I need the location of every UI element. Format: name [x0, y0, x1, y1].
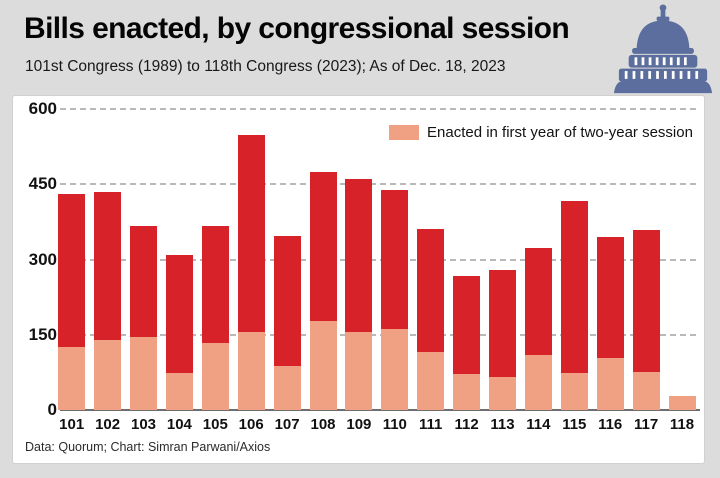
x-tick-label-108: 108: [310, 416, 336, 433]
x-tick-label-109: 109: [346, 416, 372, 433]
y-tick-label-0: 0: [47, 400, 57, 419]
bar-second-year-segment-107: [273, 235, 301, 367]
y-tick-label-450: 450: [28, 174, 57, 194]
x-tick-label-111: 111: [419, 416, 443, 433]
bar-second-year-segment-115: [560, 201, 588, 373]
x-tick-label-117: 117: [633, 416, 659, 433]
bar-second-year-segment-105: [201, 226, 229, 343]
x-tick-label-116: 116: [598, 416, 623, 433]
gridline-450: [60, 183, 700, 186]
source-credit: Data: Quorum; Chart: Simran Parwani/Axio…: [25, 440, 271, 454]
bar-plot-area: [13, 96, 704, 410]
bar-congress-114: [524, 247, 552, 410]
y-tick-label-150: 150: [28, 324, 57, 344]
x-tick-label-106: 106: [238, 416, 264, 433]
x-tick-label-101: 101: [59, 416, 85, 433]
x-tick-label-118: 118: [669, 416, 695, 433]
gridline-600: [60, 108, 700, 110]
bar-congress-112: [453, 275, 481, 410]
x-tick-label-107: 107: [274, 416, 300, 433]
bar-second-year-segment-110: [381, 190, 409, 329]
bar-second-year-segment-116: [596, 237, 624, 358]
bar-second-year-segment-112: [453, 275, 481, 374]
bar-congress-101: [58, 194, 86, 410]
bar-congress-103: [130, 225, 157, 410]
bar-second-year-segment-111: [417, 228, 445, 353]
bar-second-year-segment-114: [524, 247, 552, 355]
legend-label: Enacted in first year of two-year sessio…: [427, 124, 693, 141]
bar-second-year-segment-102: [94, 192, 122, 341]
gridline-0: [60, 409, 700, 411]
x-tick-label-103: 103: [130, 416, 157, 433]
y-tick-label-600: 600: [28, 99, 57, 118]
bar-second-year-segment-104: [165, 255, 193, 374]
bar-congress-109: [345, 178, 373, 410]
bar-second-year-segment-101: [58, 194, 86, 347]
x-tick-label-113: 113: [490, 416, 515, 433]
bar-congress-107: [273, 235, 301, 410]
bar-second-year-segment-109: [345, 178, 373, 333]
bar-congress-117: [632, 230, 660, 410]
bar-congress-108: [309, 172, 337, 410]
x-tick-label-114: 114: [526, 416, 551, 433]
x-tick-label-115: 115: [562, 416, 587, 433]
x-tick-label-104: 104: [166, 416, 192, 433]
x-tick-label-105: 105: [202, 416, 228, 433]
chart-subtitle: 101st Congress (1989) to 118th Congress …: [25, 58, 506, 75]
gridline-150: [60, 333, 700, 336]
bar-second-year-segment-103: [130, 225, 157, 338]
x-tick-label-112: 112: [454, 416, 479, 433]
bar-congress-116: [596, 237, 624, 410]
bar-second-year-segment-117: [632, 230, 660, 373]
x-tick-label-110: 110: [382, 416, 407, 433]
chart-panel: 0 150 300 450 600 Enacted in first year of t…: [13, 96, 704, 463]
gridline-300: [60, 258, 700, 261]
legend-swatch-first-year: [389, 125, 419, 140]
capitol-building-icon: [613, 4, 713, 94]
bar-congress-118: [668, 396, 696, 410]
bar-second-year-segment-106: [237, 134, 265, 332]
x-tick-label-102: 102: [95, 416, 121, 433]
bar-congress-105: [201, 226, 229, 410]
bar-congress-115: [560, 201, 588, 410]
y-tick-label-300: 300: [28, 249, 57, 269]
bar-congress-110: [381, 190, 409, 410]
bar-congress-113: [489, 269, 516, 410]
bar-congress-106: [237, 134, 265, 410]
bar-congress-102: [94, 192, 122, 410]
bar-second-year-segment-113: [489, 269, 516, 377]
bar-congress-104: [165, 255, 193, 410]
bar-second-year-segment-108: [309, 172, 337, 321]
bar-congress-111: [417, 228, 445, 410]
page-title: Bills enacted, by congressional session: [24, 12, 570, 45]
